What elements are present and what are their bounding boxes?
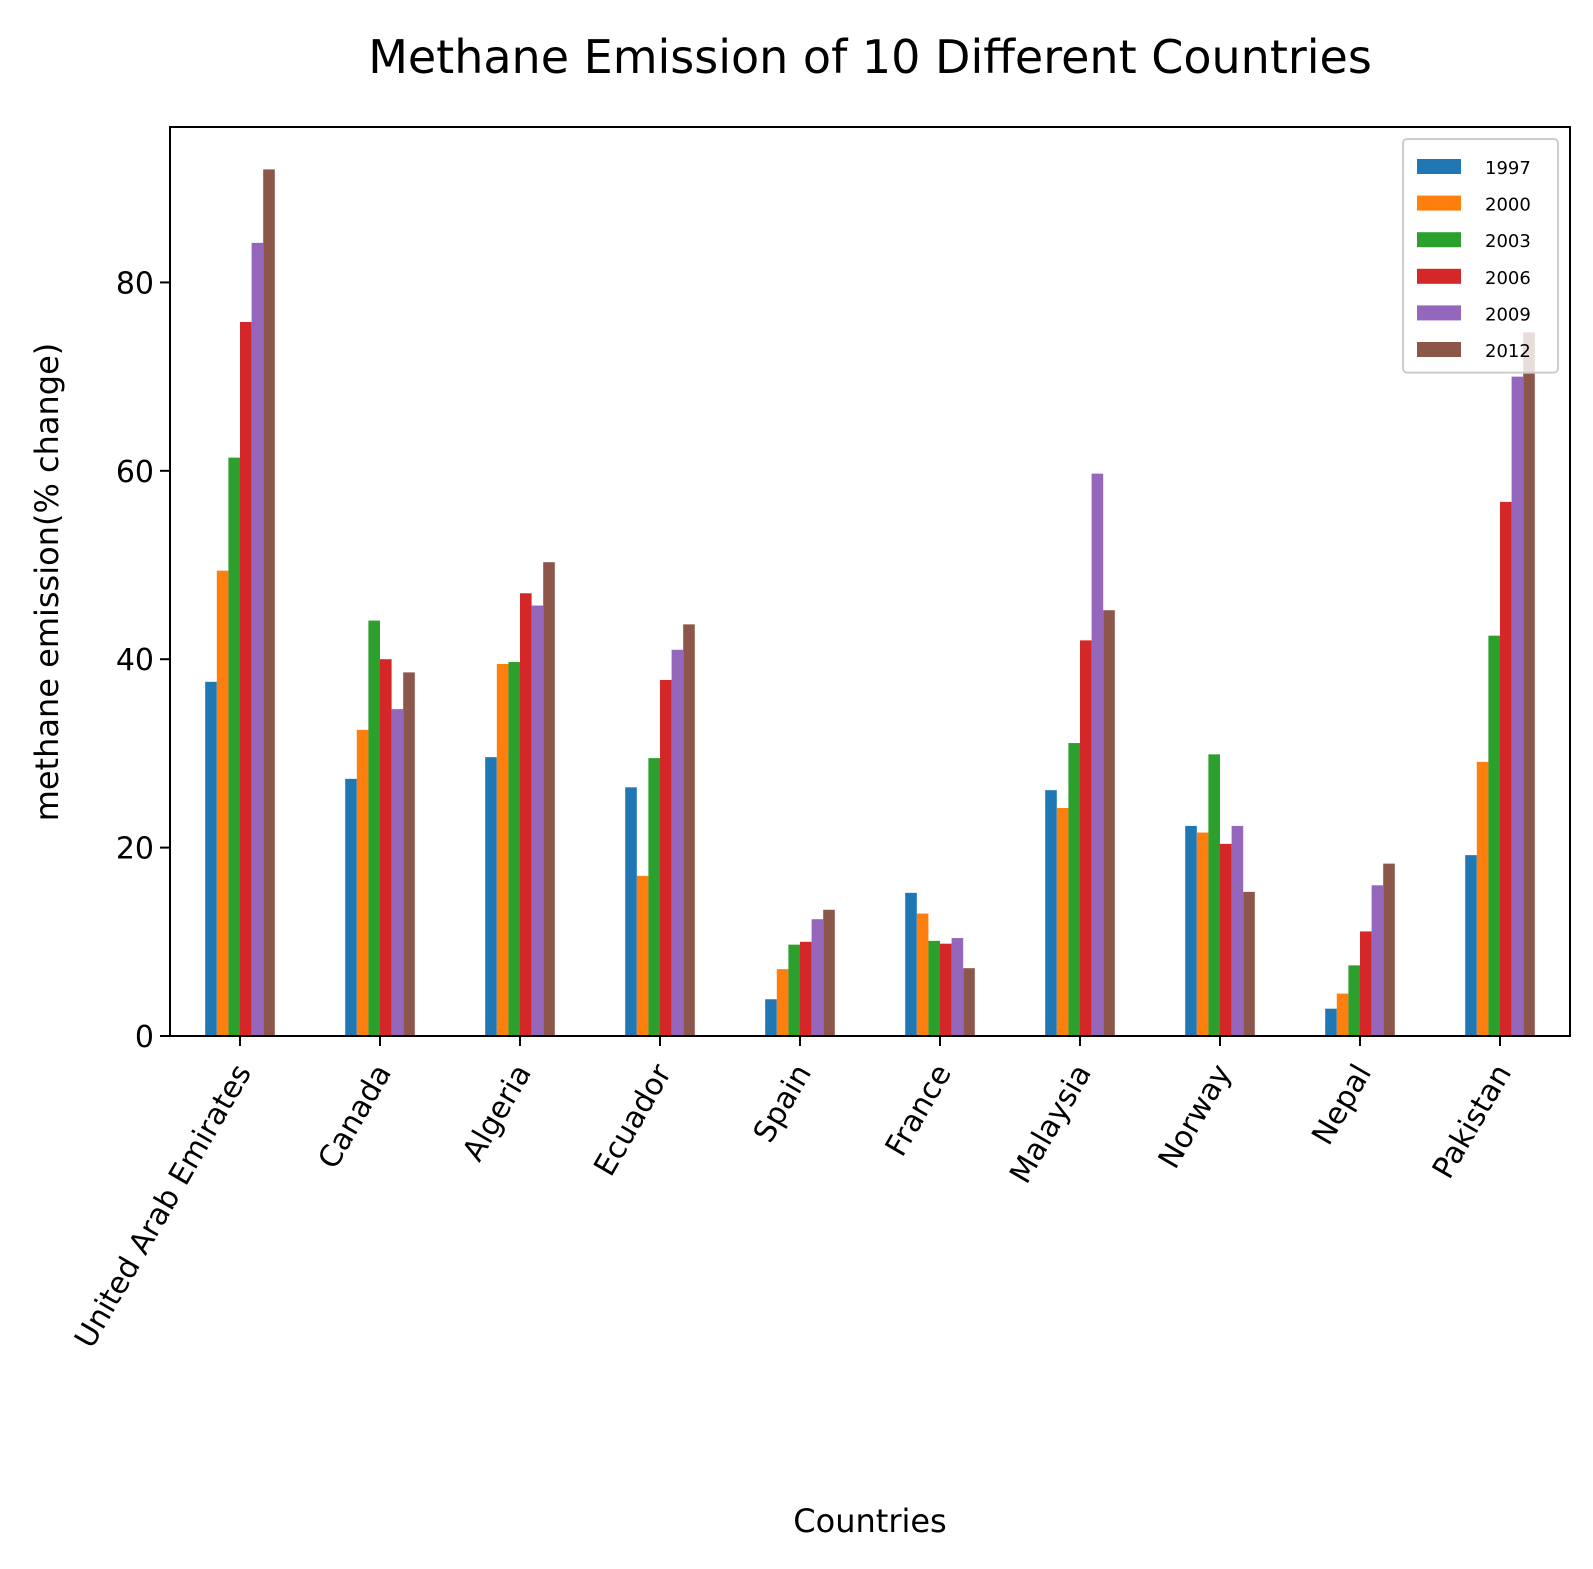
y-axis-label: methane emission(% change) <box>28 343 66 822</box>
bar-2009-0 <box>251 242 264 1036</box>
bar-2006-6 <box>1080 640 1092 1036</box>
bar-2000-1 <box>356 729 369 1036</box>
bar-1997-8 <box>1325 1008 1337 1036</box>
chart-title: Methane Emission of 10 Different Countri… <box>368 30 1372 84</box>
bar-2006-5 <box>940 943 952 1036</box>
bar-2003-5 <box>928 940 940 1036</box>
bar-2012-3 <box>683 624 695 1036</box>
bar-2012-8 <box>1383 863 1395 1036</box>
legend-label-1997: 1997 <box>1485 158 1531 179</box>
bar-2006-2 <box>520 593 532 1036</box>
bar-1997-1 <box>345 778 357 1036</box>
legend-swatch-2009 <box>1417 305 1461 321</box>
plot-frame <box>169 126 1571 1037</box>
bar-2006-7 <box>1220 843 1232 1036</box>
bar-2003-1 <box>368 620 380 1036</box>
legend-swatch-2012 <box>1417 342 1461 357</box>
bar-2003-0 <box>228 457 240 1036</box>
bar-2009-7 <box>1231 825 1244 1036</box>
bar-2000-8 <box>1336 993 1349 1036</box>
y-tick-label-40: 40 <box>116 643 154 678</box>
bar-2003-2 <box>508 662 520 1036</box>
bar-2012-5 <box>963 968 975 1036</box>
bar-2012-6 <box>1103 610 1115 1036</box>
bar-2009-4 <box>811 919 824 1036</box>
legend-swatch-1997 <box>1417 159 1461 174</box>
bar-2003-4 <box>788 944 800 1036</box>
bar-2003-9 <box>1488 635 1500 1036</box>
bar-2006-1 <box>380 659 392 1036</box>
bar-2000-3 <box>636 875 649 1036</box>
legend-swatch-2000 <box>1417 195 1461 211</box>
bar-2003-7 <box>1208 754 1220 1036</box>
bar-2000-9 <box>1476 761 1489 1036</box>
legend-label-2000: 2000 <box>1485 195 1531 216</box>
bar-2000-5 <box>916 913 929 1036</box>
bar-1997-0 <box>205 681 217 1036</box>
bar-1997-3 <box>625 787 637 1036</box>
bar-2000-0 <box>216 570 229 1036</box>
bar-1997-9 <box>1465 855 1477 1036</box>
y-tick-label-80: 80 <box>116 266 154 301</box>
bar-2012-7 <box>1243 891 1255 1036</box>
bar-2003-8 <box>1348 965 1360 1036</box>
bar-2012-4 <box>823 909 835 1036</box>
bar-2006-0 <box>240 321 252 1037</box>
y-tick-label-0: 0 <box>135 1020 154 1055</box>
legend-swatch-2006 <box>1417 268 1461 284</box>
legend-label-2003: 2003 <box>1485 231 1531 252</box>
x-axis-label: Countries <box>793 1502 946 1540</box>
bar-2009-6 <box>1091 473 1104 1037</box>
bar-2006-8 <box>1360 931 1372 1036</box>
legend-box <box>1402 138 1559 374</box>
y-tick-label-20: 20 <box>116 832 154 867</box>
bar-2003-3 <box>648 758 660 1036</box>
legend-swatch-2003 <box>1417 232 1461 248</box>
legend: 1997 2000 2003 2006 2009 2012 <box>1402 138 1559 374</box>
bar-2000-6 <box>1056 808 1069 1036</box>
bar-2009-9 <box>1511 376 1524 1036</box>
bar-2012-1 <box>403 672 415 1036</box>
legend-label-2006: 2006 <box>1485 268 1531 289</box>
bar-2000-2 <box>496 663 509 1036</box>
bar-2009-5 <box>951 938 964 1036</box>
bar-2003-6 <box>1068 743 1080 1036</box>
bar-2012-9 <box>1523 332 1535 1036</box>
bar-1997-4 <box>765 999 777 1036</box>
bar-2009-1 <box>391 709 404 1036</box>
legend-label-2012: 2012 <box>1485 341 1531 362</box>
bar-2000-7 <box>1196 832 1209 1036</box>
bar-2006-4 <box>800 941 812 1036</box>
legend-label-2009: 2009 <box>1485 304 1531 325</box>
bar-1997-6 <box>1045 790 1057 1036</box>
bar-1997-5 <box>905 892 917 1036</box>
bar-2009-3 <box>671 649 684 1036</box>
y-tick-label-60: 60 <box>116 455 154 490</box>
bar-1997-2 <box>485 757 497 1036</box>
bar-2000-4 <box>776 969 789 1036</box>
bar-2012-0 <box>263 169 275 1036</box>
bar-2009-8 <box>1371 885 1384 1036</box>
bar-1997-7 <box>1185 825 1197 1036</box>
bar-2009-2 <box>531 605 544 1036</box>
bar-2006-3 <box>660 679 672 1036</box>
bar-2012-2 <box>543 562 555 1036</box>
bar-2006-9 <box>1500 501 1512 1036</box>
